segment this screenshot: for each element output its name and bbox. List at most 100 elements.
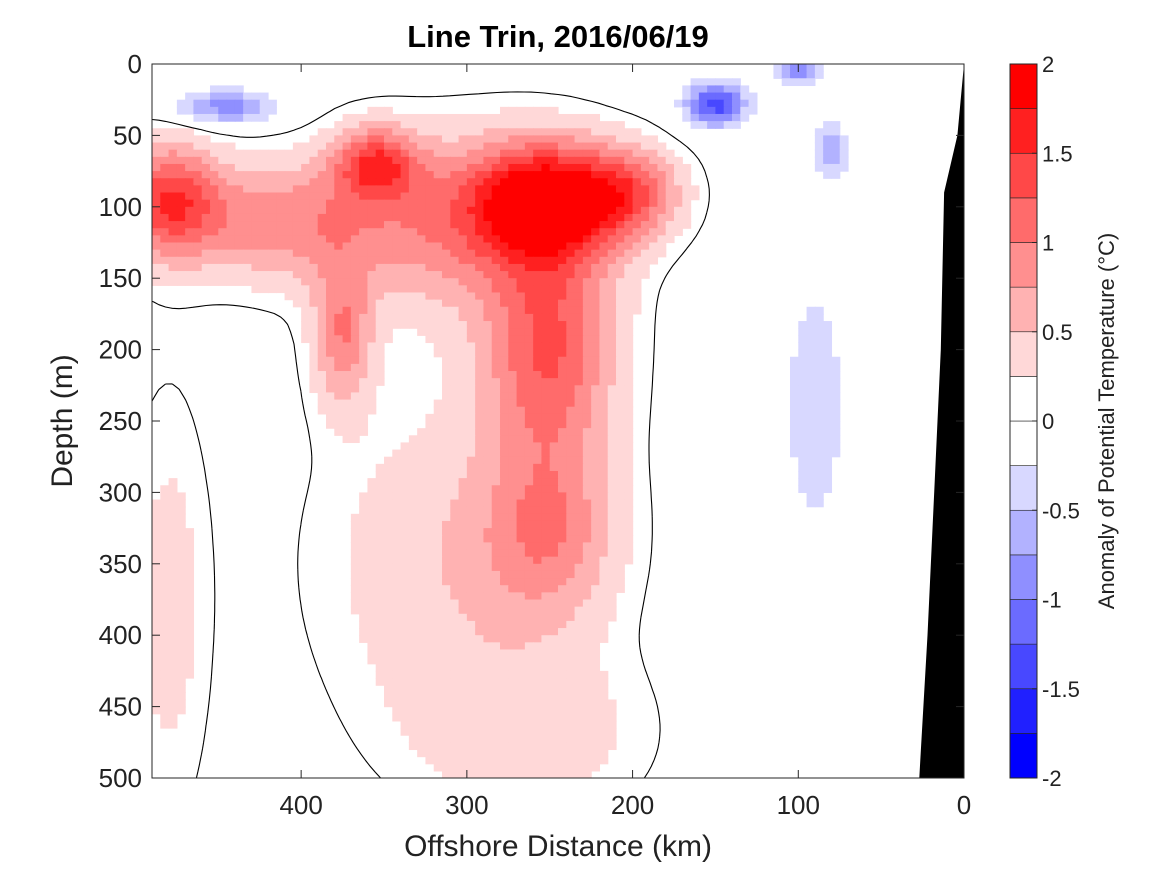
field-cell [491, 435, 501, 444]
field-cell [483, 585, 493, 593]
field-cell [582, 635, 592, 643]
field-cell [152, 185, 161, 194]
field-cell [566, 592, 576, 601]
field-cell [367, 135, 377, 144]
field-cell [466, 185, 476, 194]
field-cell [417, 592, 427, 601]
field-cell [450, 421, 460, 429]
field-cell [442, 299, 451, 308]
field-cell [524, 578, 534, 586]
field-cell [806, 313, 816, 322]
field-cell [226, 235, 236, 244]
field-cell [400, 463, 410, 472]
field-cell [152, 192, 161, 201]
field-cell [558, 278, 567, 286]
field-cell [558, 563, 567, 572]
field-cell [334, 285, 344, 294]
field-cell [251, 285, 261, 294]
field-cell [400, 528, 410, 536]
field-cell [466, 485, 476, 493]
field-cell [210, 185, 219, 194]
field-cell [350, 585, 360, 593]
field-cell [516, 463, 526, 472]
field-cell [342, 121, 352, 129]
field-cell [491, 520, 501, 529]
field-cell [176, 535, 186, 543]
field-cell [574, 628, 584, 636]
field-cell [558, 449, 567, 458]
field-cell [268, 199, 277, 208]
field-cell [533, 392, 543, 401]
field-cell [152, 628, 161, 636]
field-cell [442, 156, 451, 165]
field-cell [359, 271, 369, 279]
field-cell [442, 549, 451, 558]
field-cell [823, 342, 833, 351]
field-cell [574, 485, 584, 493]
field-cell [574, 185, 584, 194]
field-cell [566, 656, 576, 665]
field-cell [574, 306, 584, 315]
field-cell [243, 113, 253, 122]
field-cell [218, 242, 228, 251]
field-cell [425, 249, 435, 258]
field-cell [558, 706, 567, 715]
field-cell [408, 263, 418, 272]
field-cell [831, 135, 841, 144]
field-cell [450, 292, 460, 301]
field-cell [375, 106, 385, 115]
field-cell [558, 499, 567, 508]
field-cell [524, 406, 534, 415]
field-cell [516, 449, 526, 458]
field-cell [491, 221, 501, 229]
field-cell [384, 528, 393, 536]
field-cell [806, 399, 816, 408]
field-cell [491, 606, 501, 615]
field-cell [425, 670, 435, 679]
field-cell [475, 371, 485, 379]
field-cell [367, 142, 377, 151]
field-cell [516, 378, 526, 386]
field-cell [541, 113, 551, 122]
field-cell [558, 385, 567, 394]
field-cell [508, 570, 518, 579]
field-cell [442, 428, 451, 436]
field-cell [375, 256, 385, 265]
field-cell [607, 371, 617, 379]
field-cell [234, 228, 244, 236]
field-cell [599, 156, 609, 165]
field-cell [384, 542, 393, 551]
field-cell [508, 535, 518, 543]
field-cell [309, 342, 319, 351]
field-cell [483, 635, 493, 643]
field-cell [599, 228, 609, 236]
field-cell [624, 185, 634, 194]
field-cell [259, 171, 269, 179]
field-cell [533, 313, 543, 322]
field-cell [483, 556, 493, 565]
field-cell [566, 670, 576, 679]
field-cell [425, 649, 435, 658]
colorbar-tick-label: -1 [1042, 588, 1062, 613]
field-cell [466, 256, 476, 265]
field-cell [417, 699, 427, 708]
field-cell [566, 535, 576, 543]
field-cell [566, 256, 576, 265]
field-cell [425, 435, 435, 444]
field-cell [292, 185, 302, 194]
field-cell [425, 449, 435, 458]
field-cell [839, 156, 849, 165]
field-cell [814, 485, 824, 493]
field-cell [649, 256, 659, 265]
field-cell [210, 221, 219, 229]
field-cell [400, 192, 410, 201]
field-cell [533, 356, 543, 365]
field-cell [483, 663, 493, 672]
field-cell [168, 678, 178, 686]
field-cell [359, 306, 369, 315]
field-cell [317, 228, 327, 236]
field-cell [234, 171, 244, 179]
field-cell [442, 528, 451, 536]
field-cell [599, 206, 609, 215]
field-cell [193, 213, 203, 222]
